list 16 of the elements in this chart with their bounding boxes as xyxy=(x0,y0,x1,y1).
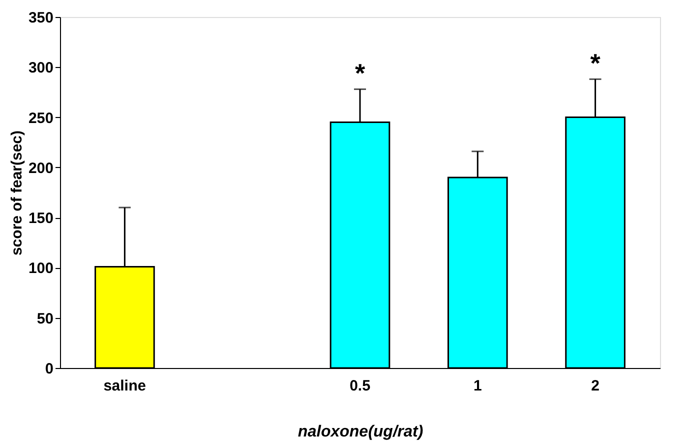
annotation: * xyxy=(354,58,366,88)
y-tick-label: 300 xyxy=(28,60,54,77)
x-tick-label: 1 xyxy=(473,378,482,394)
y-tick-label: 50 xyxy=(36,310,54,328)
y-tick-label: 150 xyxy=(28,210,54,228)
y-tick-label: 350 xyxy=(28,10,54,26)
x-tick-label: saline xyxy=(103,378,146,394)
x-tick-label: 0.5 xyxy=(350,378,370,394)
annotation: * xyxy=(590,48,602,78)
y-tick-label: 0 xyxy=(45,360,54,378)
x-tick-label: 2 xyxy=(591,378,600,394)
x-axis-title: naloxone(ug/rat) xyxy=(298,424,424,440)
y-tick-label: 250 xyxy=(28,110,54,127)
y-tick-label: 200 xyxy=(28,160,54,177)
y-tick-label: 100 xyxy=(28,260,54,278)
y-axis-title: score of fear(sec) xyxy=(8,130,26,256)
